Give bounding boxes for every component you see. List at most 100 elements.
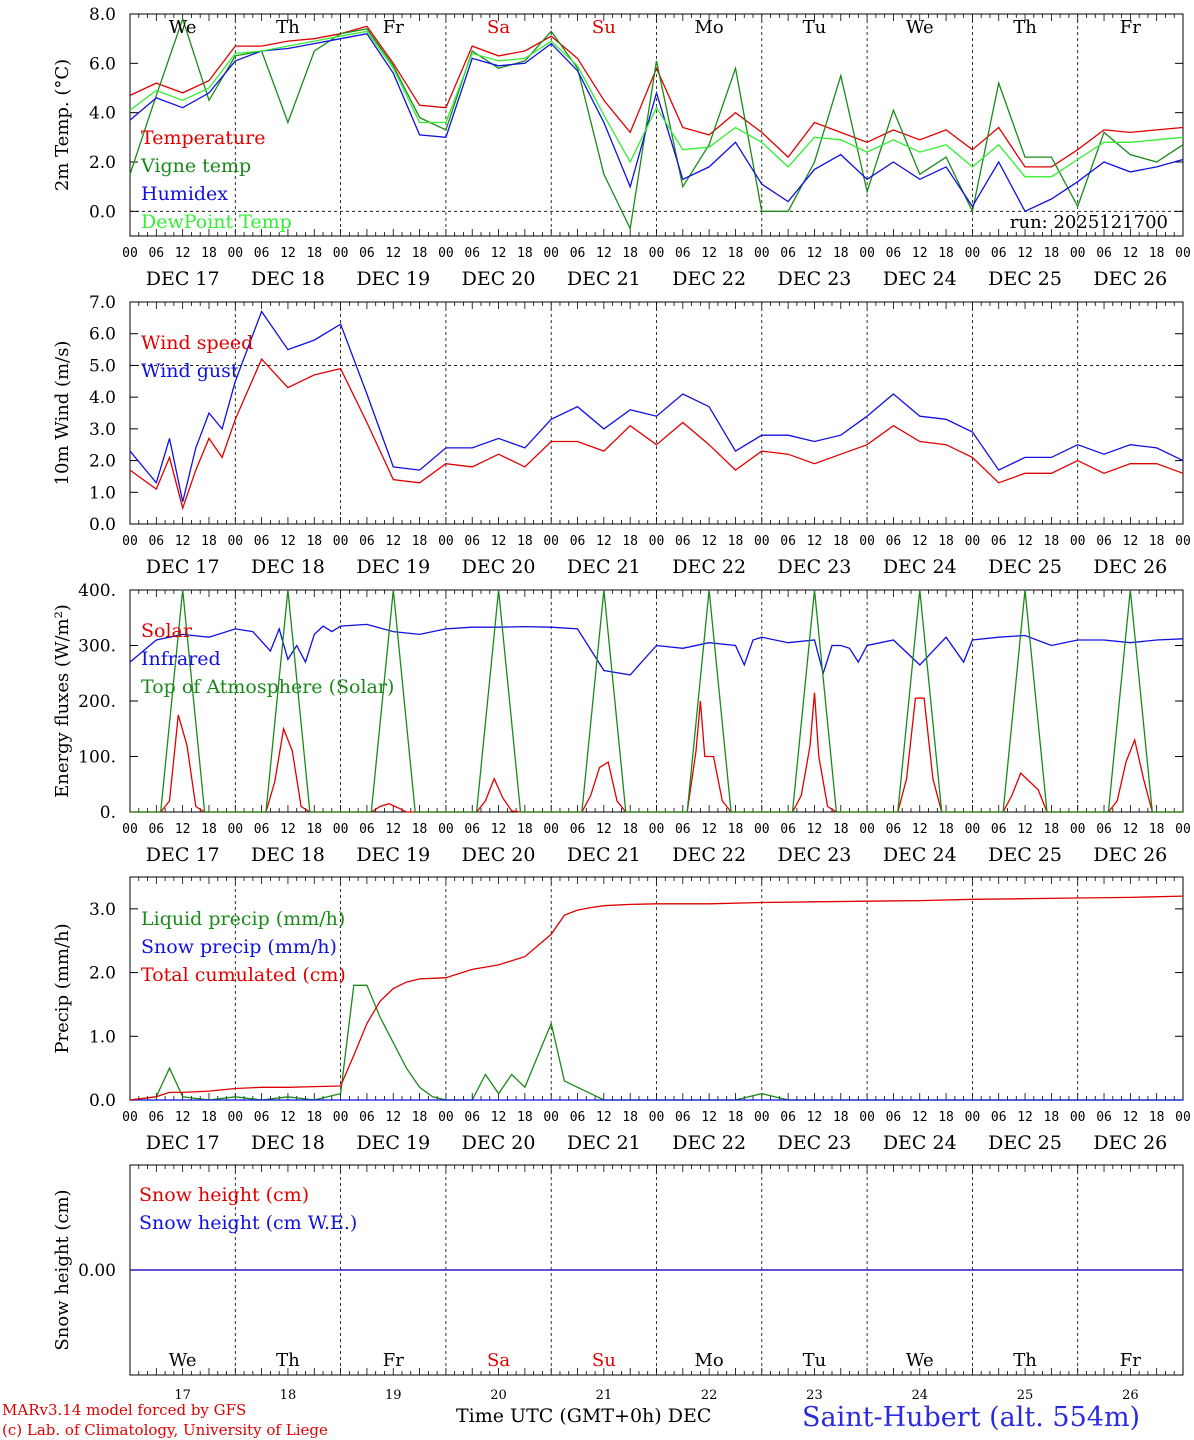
legend-entry: Wind gust [141,360,239,382]
weekday-label: We [169,17,197,38]
hour-tick-label: 18 [938,534,954,549]
weekday-label: Su [592,17,616,38]
hour-tick-label: 00 [965,1110,981,1125]
panel-1: 0.0 2.0 4.0 6.0 8.0 2m Temp. (°C) Temperature V… [52,5,1191,290]
y-tick-label: 200. [78,692,116,712]
date-label: DEC 22 [672,844,746,866]
hour-tick-label: 06 [464,822,480,837]
hour-tick-label: 12 [807,534,823,549]
hour-tick-label: 00 [438,1110,454,1125]
date-label: DEC 21 [567,1132,641,1154]
legend-entry: DewPoint Temp [141,211,292,233]
weekday-label: Tu [803,17,827,38]
hour-tick-label: 06 [1096,822,1112,837]
hour-tick-label: 18 [833,534,849,549]
copyright-credit: (c) Lab. of Climatology, University of L… [2,1421,328,1439]
day-number-label: 18 [280,1388,297,1403]
date-label: DEC 17 [146,844,220,866]
legend-entry: Humidex [141,183,228,205]
hour-tick-label: 18 [833,822,849,837]
hour-tick-label: 00 [227,822,243,837]
hour-tick-label: 18 [1044,534,1060,549]
weekday-label: Mo [695,17,724,38]
date-label: DEC 17 [146,1132,220,1154]
hour-tick-label: 18 [517,246,533,261]
hour-tick-label: 12 [912,246,928,261]
y-tick-label: 0.0 [89,202,116,222]
weekday-label: Th [1013,1350,1037,1371]
hour-tick-label: 06 [359,246,375,261]
y-tick-label: 8.0 [89,5,116,25]
hour-tick-label: 12 [175,1110,191,1125]
hour-tick-label: 12 [491,1110,507,1125]
y-tick-label: 5.0 [89,356,116,376]
hour-tick-label: 18 [306,822,322,837]
hour-tick-label: 18 [622,534,638,549]
hour-tick-label: 00 [543,534,559,549]
hour-tick-label: 06 [464,1110,480,1125]
date-label: DEC 25 [988,556,1062,578]
hour-tick-label: 00 [543,1110,559,1125]
hour-tick-label: 06 [148,246,164,261]
hour-tick-label: 12 [596,534,612,549]
legend-entry: Snow height (cm W.E.) [139,1212,357,1234]
series-total-cumulated-cm- [129,895,1184,1101]
hour-tick-label: 12 [701,534,717,549]
footer-credits: MARv3.14 model forced by GFS (c) Lab. of… [2,1400,328,1440]
y-axis-label: 2m Temp. (°C) [52,59,73,191]
weekday-label: Th [276,17,300,38]
date-label: DEC 19 [356,556,430,578]
hour-tick-label: 00 [859,822,875,837]
hour-tick-label: 12 [280,534,296,549]
hour-tick-label: 00 [859,246,875,261]
hour-tick-label: 06 [570,246,586,261]
day-number-label: 23 [806,1388,823,1403]
hour-tick-label: 06 [675,246,691,261]
hour-tick-label: 00 [649,822,665,837]
day-number-label: 22 [701,1388,718,1403]
hour-tick-label: 06 [254,1110,270,1125]
date-label: DEC 19 [356,1132,430,1154]
date-label: DEC 24 [883,1132,957,1154]
series-vigne-temp [129,16,1184,231]
hour-tick-label: 18 [1149,534,1165,549]
date-label: DEC 26 [1093,1132,1167,1154]
date-label: DEC 24 [883,844,957,866]
hour-tick-label: 12 [491,534,507,549]
y-tick-label: 7.0 [89,293,116,313]
hour-tick-label: 06 [570,534,586,549]
hour-tick-label: 00 [859,1110,875,1125]
hour-tick-label: 18 [306,534,322,549]
weekday-label: Fr [383,17,404,38]
hour-tick-label: 12 [912,534,928,549]
hour-tick-label: 06 [254,246,270,261]
weekday-label: Fr [1120,1350,1141,1371]
date-label: DEC 26 [1093,556,1167,578]
hour-tick-label: 00 [438,534,454,549]
hour-tick-label: 06 [570,822,586,837]
hour-tick-label: 00 [1070,246,1086,261]
hour-tick-label: 06 [991,534,1007,549]
y-tick-label: 4.0 [89,388,116,408]
hour-tick-label: 00 [1070,534,1086,549]
hour-tick-label: 00 [333,822,349,837]
date-label: DEC 18 [251,1132,325,1154]
station-label: Saint-Hubert (alt. 554m) [802,1402,1141,1433]
hour-tick-label: 18 [517,822,533,837]
hour-tick-label: 12 [385,534,401,549]
hour-tick-label: 12 [701,1110,717,1125]
panel-3: 0. 100. 200. 300. 400.Energy fluxes (W/m²) So… [52,581,1191,866]
series-humidex [129,32,1184,213]
hour-tick-label: 00 [543,822,559,837]
hour-tick-label: 00 [1175,1110,1191,1125]
date-label: DEC 20 [462,844,536,866]
hour-tick-label: 06 [780,1110,796,1125]
y-tick-label: 400. [78,581,116,601]
hour-tick-label: 18 [201,534,217,549]
hour-tick-label: 00 [543,246,559,261]
hour-tick-label: 12 [807,1110,823,1125]
hour-tick-label: 00 [333,534,349,549]
hour-tick-label: 00 [754,822,770,837]
